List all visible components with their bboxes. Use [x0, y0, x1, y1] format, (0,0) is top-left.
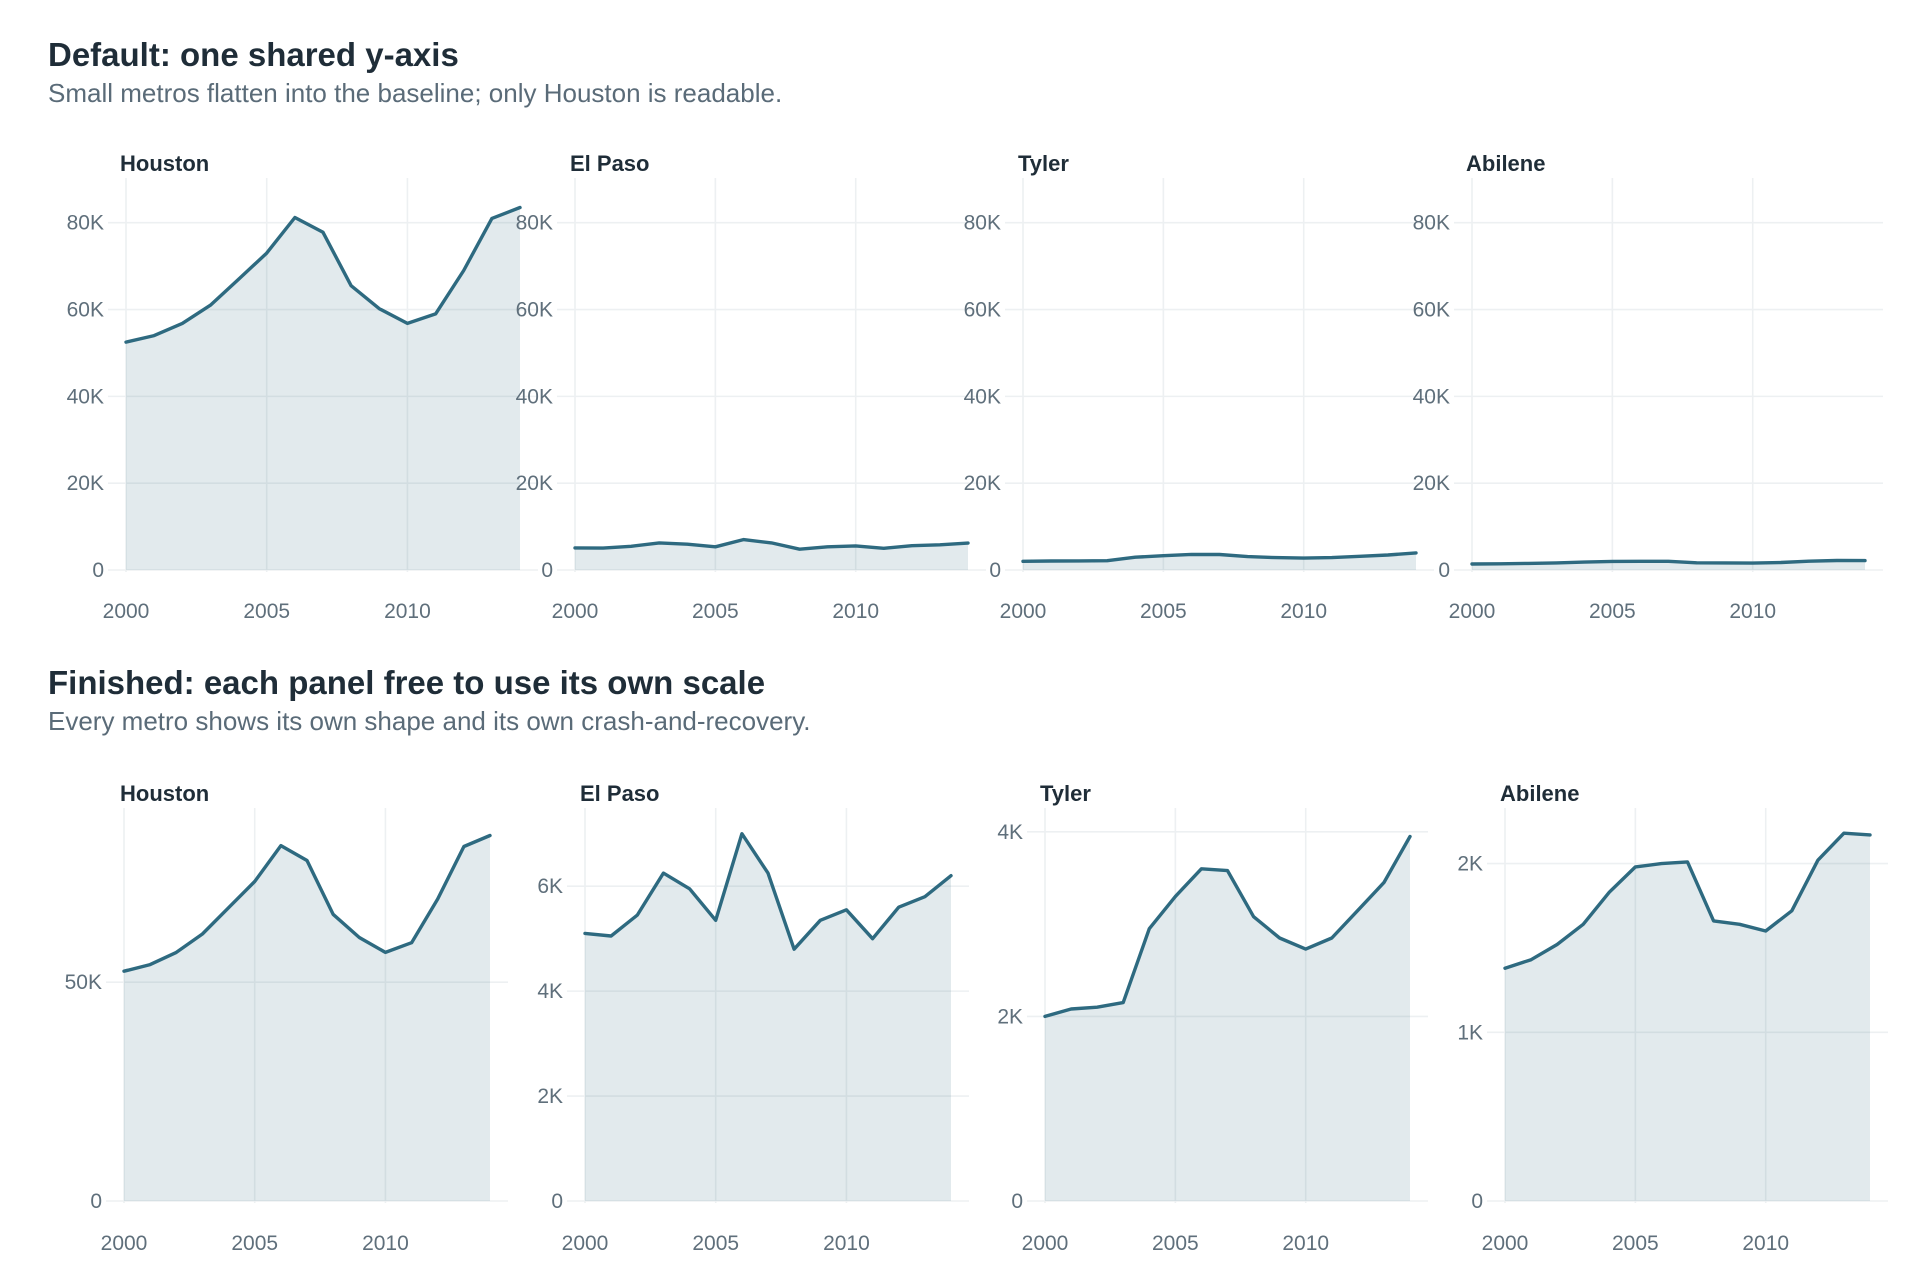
y-tick-label: 20K — [67, 472, 104, 495]
y-tick-label: 60K — [1413, 299, 1450, 322]
section-title: Finished: each panel free to use its own… — [48, 664, 766, 701]
x-tick-label: 2010 — [1729, 600, 1776, 623]
panel-title: Abilene — [1466, 151, 1545, 176]
y-tick-label: 0 — [92, 559, 104, 582]
y-tick-label: 60K — [67, 299, 104, 322]
y-tick-label: 80K — [1413, 212, 1450, 235]
y-tick-label: 80K — [67, 212, 104, 235]
panel-title: Tyler — [1018, 151, 1069, 176]
x-tick-label: 2010 — [1742, 1232, 1789, 1255]
x-tick-label: 2000 — [562, 1232, 609, 1255]
series-line — [573, 537, 970, 551]
y-tick-label: 50K — [65, 971, 102, 994]
x-tick-label: 2005 — [1152, 1232, 1199, 1255]
x-tick-label: 2005 — [692, 1232, 739, 1255]
y-tick-label: 0 — [541, 559, 553, 582]
x-tick-label: 2010 — [1280, 600, 1327, 623]
panel-abilene: Abilene 0 1K 2K 2000 2005 2010 — [1457, 781, 1888, 1255]
x-tick-label: 2005 — [231, 1232, 278, 1255]
panel-title: Tyler — [1040, 781, 1091, 806]
series-line — [583, 832, 953, 951]
x-tick-label: 2005 — [1612, 1232, 1659, 1255]
y-tick-label: 40K — [1413, 385, 1450, 408]
x-tick-label: 2005 — [1589, 600, 1636, 623]
panel-title: El Paso — [570, 151, 649, 176]
y-tick-label: 1K — [1457, 1021, 1483, 1044]
y-tick-label: 20K — [516, 472, 553, 495]
series-area — [1045, 836, 1410, 1201]
series-line — [1021, 551, 1418, 563]
y-tick-label: 0 — [1438, 559, 1450, 582]
series-line — [124, 205, 522, 344]
y-tick-label: 0 — [1471, 1190, 1483, 1213]
x-tick-label: 2000 — [101, 1232, 148, 1255]
x-tick-label: 2010 — [384, 600, 431, 623]
series-line — [1470, 558, 1867, 566]
x-tick-label: 2000 — [1482, 1232, 1529, 1255]
y-tick-label: 20K — [1413, 472, 1450, 495]
x-tick-label: 2005 — [692, 600, 739, 623]
x-tick-label: 2000 — [1000, 600, 1047, 623]
series-area — [126, 207, 520, 570]
series-area — [1023, 552, 1416, 570]
y-tick-label: 40K — [516, 385, 553, 408]
x-tick-label: 2010 — [1282, 1232, 1329, 1255]
section-subtitle: Small metros flatten into the baseline; … — [48, 78, 783, 108]
y-tick-label: 60K — [516, 299, 553, 322]
panel-tyler: Tyler 0 2K 4K 2000 2005 2010 — [997, 781, 1428, 1255]
series-line — [1043, 834, 1412, 1019]
y-tick-label: 80K — [516, 212, 553, 235]
y-tick-label: 2K — [537, 1085, 563, 1108]
y-tick-label: 60K — [964, 299, 1001, 322]
x-tick-label: 2000 — [552, 600, 599, 623]
x-tick-label: 2010 — [362, 1232, 409, 1255]
x-tick-label: 2000 — [1022, 1232, 1069, 1255]
y-tick-label: 0 — [90, 1190, 102, 1213]
x-tick-label: 2000 — [1449, 600, 1496, 623]
panel-title: Abilene — [1500, 781, 1579, 806]
panel-title: Houston — [120, 781, 209, 806]
y-tick-label: 0 — [551, 1190, 563, 1213]
panel-title: Houston — [120, 151, 209, 176]
x-tick-label: 2005 — [1140, 600, 1187, 623]
y-tick-label: 6K — [537, 875, 563, 898]
y-tick-label: 4K — [537, 980, 563, 1003]
y-tick-label: 2K — [1457, 853, 1483, 876]
series-area — [1505, 833, 1870, 1201]
x-tick-label: 2010 — [823, 1232, 870, 1255]
y-tick-label: 20K — [964, 472, 1001, 495]
y-tick-label: 0 — [989, 559, 1001, 582]
series-line — [1503, 831, 1872, 970]
y-tick-label: 2K — [997, 1005, 1023, 1028]
x-tick-label: 2000 — [103, 600, 150, 623]
panel-el-paso: El Paso 0 20K 40K 60K 80K 2000 2005 2010 — [516, 151, 986, 623]
panel-el-paso: El Paso 0 2K 4K 6K 2000 2005 2010 — [537, 781, 969, 1255]
y-tick-label: 40K — [67, 385, 104, 408]
panel-tyler: Tyler 0 20K 40K 60K 80K 2000 2005 2010 — [964, 151, 1434, 623]
series-area — [124, 835, 490, 1201]
section-title: Default: one shared y-axis — [48, 36, 459, 73]
y-tick-label: 80K — [964, 212, 1001, 235]
panel-title: El Paso — [580, 781, 659, 806]
x-tick-label: 2010 — [832, 600, 879, 623]
x-tick-label: 2005 — [243, 600, 290, 623]
panel-houston: Houston 0 50K 2000 2005 2010 — [65, 781, 508, 1255]
panel-abilene: Abilene 0 20K 40K 60K 80K 2000 2005 2010 — [1413, 151, 1883, 623]
section-subtitle: Every metro shows its own shape and its … — [48, 706, 811, 736]
y-tick-label: 4K — [997, 821, 1023, 844]
y-tick-label: 0 — [1011, 1190, 1023, 1213]
series-line — [122, 833, 492, 973]
panel-houston: Houston 0 20K 40K 60K 80K 2000 2005 2010 — [67, 151, 538, 623]
series-area — [585, 833, 951, 1201]
y-tick-label: 40K — [964, 385, 1001, 408]
